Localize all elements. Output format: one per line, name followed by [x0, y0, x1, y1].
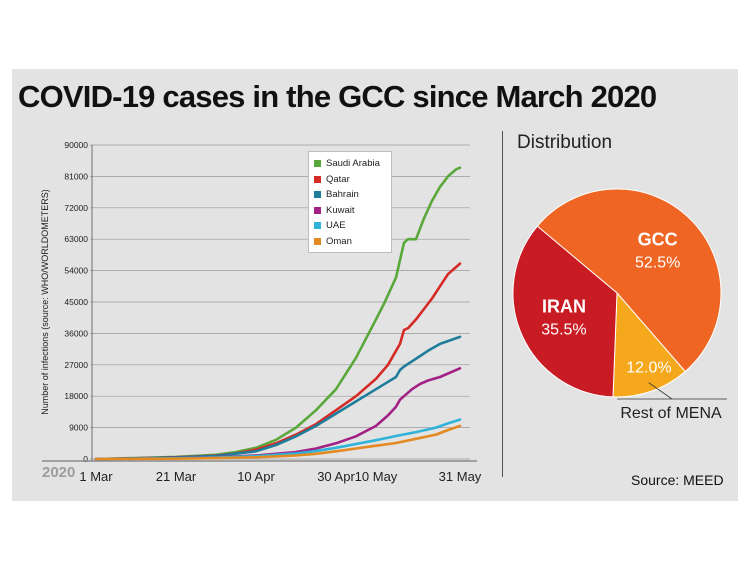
x-tick-label: 30 Apr — [317, 469, 355, 484]
series-line-saudi-arabia — [94, 166, 462, 461]
pie-chart: GCC 52.5% 12.0% IRAN 35.5% Rest of MENA — [512, 188, 727, 422]
y-tick-label: 9000 — [69, 423, 88, 433]
x-tick-label: 31 May — [439, 469, 482, 484]
pie-label-iran: IRAN — [542, 296, 586, 316]
pie-value-gcc: 52.5% — [635, 255, 680, 272]
x-tick-label: 21 Mar — [156, 469, 197, 484]
y-tick-label: 72000 — [64, 203, 88, 213]
legend-label: UAE — [326, 220, 346, 232]
y-tick-label: 27000 — [64, 360, 88, 370]
chart-legend: Saudi Arabia Qatar Bahrain Kuwait UAE Oman — [308, 151, 392, 253]
page-title: COVID-19 cases in the GCC since March 20… — [18, 79, 657, 114]
pie-slice-gcc — [536, 188, 722, 373]
legend-swatch — [314, 160, 321, 168]
y-tick-label: 0 — [83, 454, 88, 464]
pie-slice-iran — [512, 225, 618, 398]
legend-label: Saudi Arabia — [326, 158, 380, 170]
legend-label: Bahrain — [326, 189, 359, 201]
legend-swatch — [314, 175, 321, 183]
x-tick-label: 10 Apr — [237, 469, 275, 484]
legend-swatch — [314, 206, 321, 214]
legend-item: Qatar — [314, 172, 391, 188]
legend-item: UAE — [314, 218, 391, 234]
series-line-bahrain — [94, 335, 462, 461]
pie-value-rest-of-mena: 12.0% — [626, 360, 671, 377]
divider — [502, 131, 503, 477]
x-tick-label: 1 Mar — [79, 469, 113, 484]
y-tick-label: 63000 — [64, 234, 88, 244]
pie-label-rest-of-mena: Rest of MENA — [620, 405, 722, 422]
x-tick-label: 10 May — [355, 469, 398, 484]
legend-swatch — [314, 237, 321, 245]
pie-leader-line — [648, 382, 673, 400]
legend-item: Oman — [314, 234, 391, 250]
legend-item: Kuwait — [314, 203, 391, 219]
pie-label-gcc: GCC — [638, 230, 678, 250]
legend-item: Saudi Arabia — [314, 156, 391, 172]
series-lines — [94, 166, 462, 461]
axes: 0 9000 18000 27000 36000 45000 54000 63000 72000… — [40, 140, 482, 484]
year-label: 2020 — [42, 464, 76, 481]
legend-swatch — [314, 191, 321, 199]
legend-swatch — [314, 222, 321, 230]
chart-canvas: 0 9000 18000 27000 36000 45000 54000 63000 72000… — [40, 140, 727, 484]
chart-panel: COVID-19 cases in the GCC since March 20… — [12, 69, 738, 501]
y-tick-label: 36000 — [64, 328, 88, 338]
legend-label: Oman — [326, 235, 352, 247]
y-tick-label: 45000 — [64, 297, 88, 307]
series-line-oman — [94, 424, 462, 461]
y-tick-label: 18000 — [64, 391, 88, 401]
legend-label: Qatar — [326, 173, 350, 185]
legend-label: Kuwait — [326, 204, 355, 216]
legend-item: Bahrain — [314, 187, 391, 203]
source-note: Source: MEED — [631, 472, 724, 488]
y-tick-label: 54000 — [64, 266, 88, 276]
pie-title: Distribution — [517, 132, 613, 153]
grid-lines — [90, 144, 470, 460]
series-line-qatar — [94, 262, 462, 461]
pie-value-iran: 35.5% — [541, 321, 586, 338]
y-tick-label: 81000 — [64, 171, 88, 181]
pie-slice-rest-of-mena — [612, 291, 686, 398]
y-axis-label: Number of infections (source: WHO/WORLDO… — [40, 189, 50, 415]
y-tick-label: 90000 — [64, 140, 88, 150]
